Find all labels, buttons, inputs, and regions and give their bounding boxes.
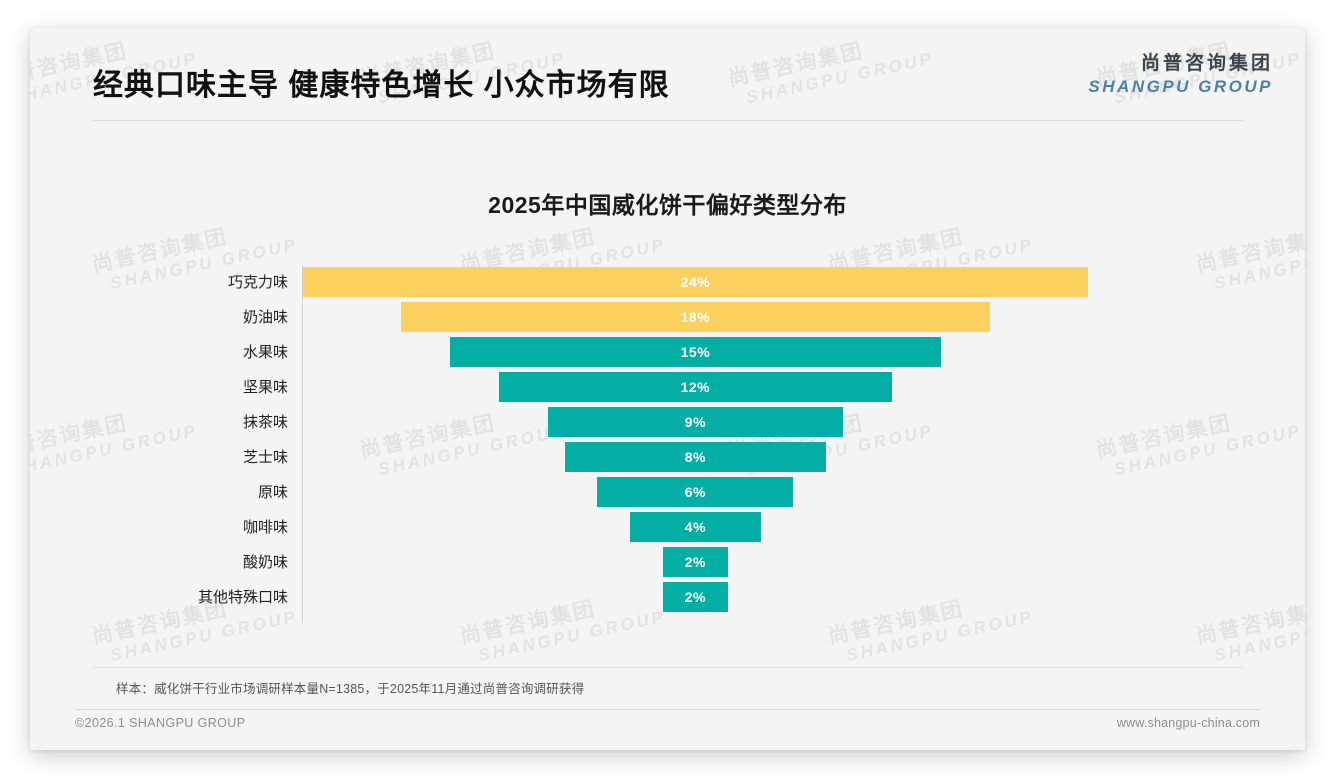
page-title: 经典口味主导 健康特色增长 小众市场有限 (93, 69, 670, 102)
bar-segment[interactable]: 18% (401, 302, 990, 332)
bar-category-label: 水果味 (242, 344, 288, 361)
chart-title: 2025年中国威化饼干偏好类型分布 (488, 192, 847, 218)
bar-category-label: 坚果味 (242, 379, 288, 396)
bar-row: 其他特殊口味 2% (30, 580, 1305, 615)
bar-segment[interactable]: 15% (450, 337, 941, 367)
bar-category-label: 抹茶味 (242, 414, 288, 431)
bar-row: 坚果味 12% (30, 370, 1305, 405)
bar-row: 酸奶味 2% (30, 545, 1305, 580)
logo-chinese-text: 尚普咨询集团 (1140, 53, 1273, 74)
bar-value-label: 2% (684, 589, 706, 605)
bar-value-label: 24% (680, 274, 711, 290)
bar-row: 奶油味 18% (30, 300, 1305, 335)
category-axis-line (302, 265, 303, 623)
funnel-bar-chart: 巧克力味 24% 奶油味 18% 水果味 15% 坚果味 12% 抹茶味 9% 芝士味 8% 原味 6% 咖… (30, 265, 1305, 625)
footer-website: www.shangpu-china.com (1116, 716, 1260, 730)
bar-segment[interactable]: 2% (662, 547, 729, 577)
header-divider (93, 120, 1243, 121)
chart-area: 2025年中国威化饼干偏好类型分布 巧克力味 24% 奶油味 18% 水果味 15% 坚果味… (30, 128, 1305, 678)
bar-segment[interactable]: 4% (630, 512, 761, 542)
chart-footnote: 样本：威化饼干行业市场调研样本量N=1385，于2025年11月通过尚普咨询调研… (116, 682, 585, 696)
bar-segment[interactable]: 2% (662, 582, 729, 612)
bar-row: 咖啡味 4% (30, 510, 1305, 545)
bar-value-label: 12% (680, 379, 711, 395)
logo-english-text: SHANGPU GROUP (1088, 76, 1273, 96)
bar-value-label: 8% (684, 449, 706, 465)
slide-canvas: 尚普咨询集团 SHANGPU GROUP 尚普咨询集团 SHANGPU GROUP 尚普… (30, 28, 1305, 750)
slide-footer: ©2026.1 SHANGPU GROUP www.shangpu-china.… (75, 716, 1260, 738)
bar-category-label: 巧克力味 (227, 274, 288, 291)
bar-category-label: 原味 (257, 484, 288, 501)
bar-category-label: 其他特殊口味 (197, 589, 288, 606)
bar-row: 原味 6% (30, 475, 1305, 510)
bar-category-label: 奶油味 (242, 309, 288, 326)
bar-segment[interactable]: 12% (499, 372, 892, 402)
bar-category-label: 咖啡味 (242, 519, 288, 536)
footer-divider (75, 709, 1260, 710)
bar-row: 水果味 15% (30, 335, 1305, 370)
bar-value-label: 15% (680, 344, 711, 360)
footnote-divider (93, 667, 1243, 668)
bar-value-label: 4% (684, 519, 707, 535)
bar-value-label: 2% (684, 554, 706, 570)
bar-row: 巧克力味 24% (30, 265, 1305, 300)
bar-category-label: 酸奶味 (242, 554, 288, 571)
bar-segment[interactable]: 8% (564, 442, 827, 472)
bar-row: 芝士味 8% (30, 440, 1305, 475)
footer-copyright: ©2026.1 SHANGPU GROUP (75, 716, 246, 730)
bar-value-label: 18% (680, 309, 711, 325)
bar-row: 抹茶味 9% (30, 405, 1305, 440)
bar-value-label: 9% (684, 414, 707, 430)
bar-value-label: 6% (684, 484, 706, 500)
bar-category-label: 芝士味 (242, 449, 288, 466)
slide-header: 经典口味主导 健康特色增长 小众市场有限 尚普咨询集团 SHANGPU GROU… (30, 28, 1305, 128)
bar-segment[interactable]: 9% (548, 407, 843, 437)
brand-logo: 尚普咨询集团 SHANGPU GROUP (1088, 52, 1273, 97)
bar-segment[interactable]: 24% (303, 267, 1088, 297)
bar-segment[interactable]: 6% (597, 477, 794, 507)
